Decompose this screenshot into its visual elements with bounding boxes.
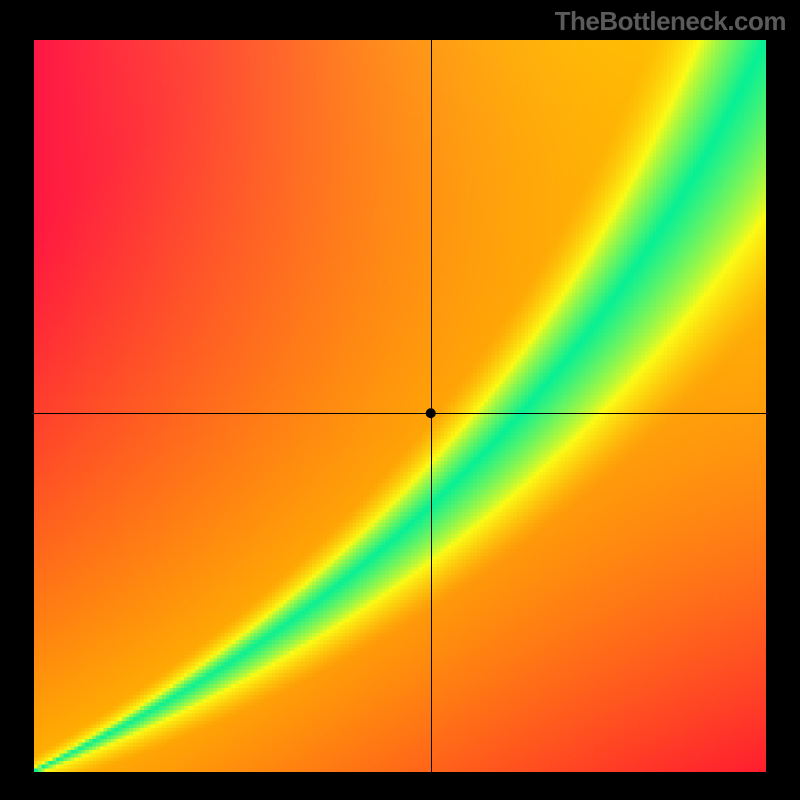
- watermark-text: TheBottleneck.com: [555, 6, 786, 37]
- overlay-canvas: [0, 0, 800, 800]
- chart-frame: TheBottleneck.com: [0, 0, 800, 800]
